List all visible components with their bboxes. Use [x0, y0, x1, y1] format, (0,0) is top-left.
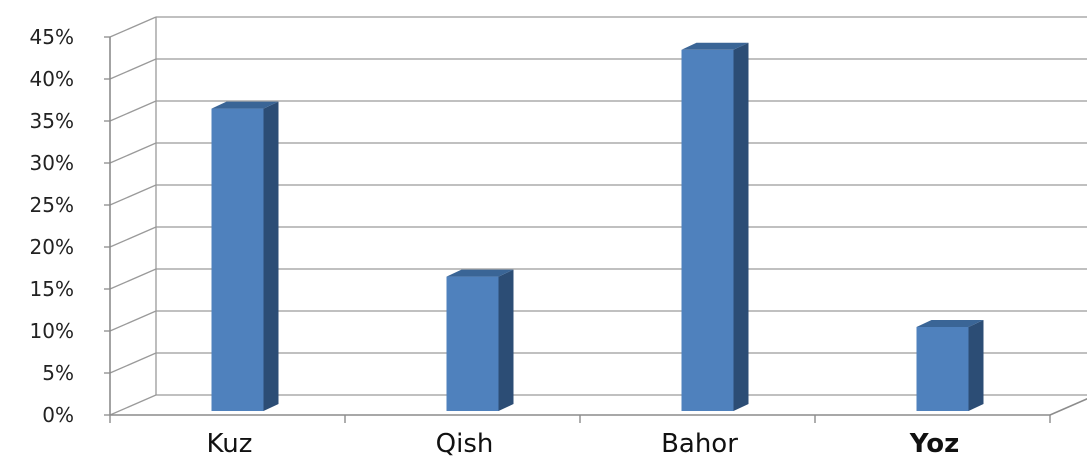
y-tick-label: 0% — [42, 403, 74, 427]
y-tick-label: 45% — [30, 25, 74, 49]
gridline-diagonal — [109, 310, 157, 332]
gridline-diagonal — [109, 394, 157, 416]
gridline-diagonal — [109, 352, 157, 374]
x-tick-label: Bahor — [661, 429, 738, 459]
y-tick-label: 35% — [30, 109, 74, 133]
bar — [681, 42, 749, 412]
gridlines — [109, 16, 1087, 416]
gridline-diagonal — [109, 58, 157, 80]
bar — [916, 320, 984, 411]
x-tick-label: Kuz — [207, 429, 253, 459]
bar-side — [733, 42, 749, 412]
gridline-diagonal — [109, 226, 157, 248]
bar — [446, 269, 514, 411]
x-tick-label: Yoz — [909, 429, 959, 459]
y-tick-labels: 0% 5% 10% 15% 20% 25% 30% 35% 40% 45% — [30, 25, 74, 427]
bar-side — [263, 101, 279, 411]
bar — [211, 101, 279, 411]
x-tick-labels: Kuz Qish Bahor Yoz — [207, 429, 960, 459]
y-tick-label: 25% — [30, 193, 74, 217]
bar-top — [681, 42, 749, 50]
y-tick-label: 20% — [30, 235, 74, 259]
bar-front — [211, 108, 264, 411]
bar-front — [681, 49, 734, 412]
bar-front — [916, 327, 969, 411]
bar-side — [968, 320, 984, 411]
y-tick-label: 30% — [30, 151, 74, 175]
y-tick-label: 5% — [42, 361, 74, 385]
y-tick-label: 40% — [30, 67, 74, 91]
axes — [104, 17, 1087, 423]
gridline-diagonal — [109, 184, 157, 206]
gridline-diagonal — [109, 100, 157, 122]
bar-top — [211, 101, 279, 109]
gridline-diagonal — [109, 268, 157, 290]
x-tick-label: Qish — [436, 429, 494, 459]
bar-top — [916, 320, 984, 327]
bar-side — [498, 269, 514, 411]
bars — [211, 42, 984, 412]
gridline-diagonal — [109, 142, 157, 164]
gridline-diagonal — [109, 16, 157, 38]
floor-edge — [1049, 398, 1087, 416]
bar-front — [446, 276, 499, 411]
y-tick-label: 10% — [30, 319, 74, 343]
y-tick-label: 15% — [30, 277, 74, 301]
bar-top — [446, 269, 514, 277]
